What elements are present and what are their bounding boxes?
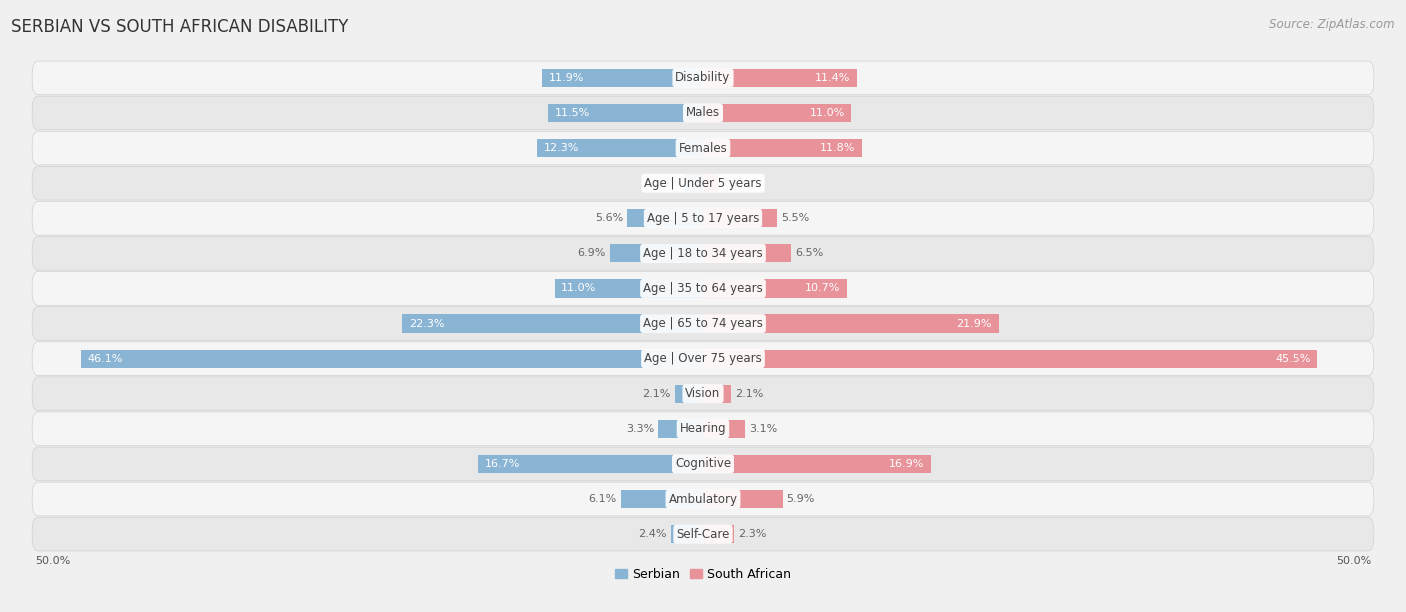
Text: Age | 35 to 64 years: Age | 35 to 64 years bbox=[643, 282, 763, 295]
Legend: Serbian, South African: Serbian, South African bbox=[610, 563, 796, 586]
Text: 50.0%: 50.0% bbox=[1336, 556, 1371, 566]
Bar bbox=[671, 525, 703, 543]
Bar bbox=[703, 455, 931, 473]
Bar bbox=[686, 174, 703, 192]
Text: 22.3%: 22.3% bbox=[409, 319, 444, 329]
Text: Age | 65 to 74 years: Age | 65 to 74 years bbox=[643, 317, 763, 330]
FancyBboxPatch shape bbox=[32, 377, 1374, 411]
FancyBboxPatch shape bbox=[32, 307, 1374, 340]
Text: 5.5%: 5.5% bbox=[782, 213, 810, 223]
Text: Source: ZipAtlas.com: Source: ZipAtlas.com bbox=[1270, 18, 1395, 31]
Bar bbox=[402, 315, 703, 333]
Text: Males: Males bbox=[686, 106, 720, 119]
Bar bbox=[703, 420, 745, 438]
Text: 21.9%: 21.9% bbox=[956, 319, 991, 329]
FancyBboxPatch shape bbox=[32, 96, 1374, 130]
Text: 5.9%: 5.9% bbox=[787, 494, 815, 504]
Text: 16.7%: 16.7% bbox=[484, 459, 520, 469]
Text: Disability: Disability bbox=[675, 72, 731, 84]
Text: 11.0%: 11.0% bbox=[561, 283, 596, 293]
Bar bbox=[543, 69, 703, 87]
Bar bbox=[703, 244, 790, 263]
Bar bbox=[620, 490, 703, 508]
Text: 2.3%: 2.3% bbox=[738, 529, 766, 539]
Bar bbox=[537, 139, 703, 157]
Text: 16.9%: 16.9% bbox=[889, 459, 924, 469]
Bar bbox=[610, 244, 703, 263]
FancyBboxPatch shape bbox=[32, 61, 1374, 95]
Bar bbox=[703, 490, 783, 508]
Text: 11.8%: 11.8% bbox=[820, 143, 855, 153]
Text: Ambulatory: Ambulatory bbox=[668, 493, 738, 506]
Text: 3.1%: 3.1% bbox=[749, 424, 778, 434]
Bar bbox=[703, 384, 731, 403]
FancyBboxPatch shape bbox=[32, 201, 1374, 235]
FancyBboxPatch shape bbox=[32, 447, 1374, 481]
Text: Females: Females bbox=[679, 141, 727, 155]
Bar bbox=[703, 104, 852, 122]
FancyBboxPatch shape bbox=[32, 166, 1374, 200]
Bar bbox=[703, 174, 718, 192]
Text: 11.4%: 11.4% bbox=[814, 73, 851, 83]
Bar bbox=[80, 349, 703, 368]
Text: 1.3%: 1.3% bbox=[654, 178, 682, 188]
Bar bbox=[703, 315, 998, 333]
Text: SERBIAN VS SOUTH AFRICAN DISABILITY: SERBIAN VS SOUTH AFRICAN DISABILITY bbox=[11, 18, 349, 36]
Text: Age | 18 to 34 years: Age | 18 to 34 years bbox=[643, 247, 763, 260]
Text: Age | Under 5 years: Age | Under 5 years bbox=[644, 177, 762, 190]
FancyBboxPatch shape bbox=[32, 412, 1374, 446]
Text: Cognitive: Cognitive bbox=[675, 457, 731, 471]
Bar bbox=[478, 455, 703, 473]
Text: Age | 5 to 17 years: Age | 5 to 17 years bbox=[647, 212, 759, 225]
Text: 6.9%: 6.9% bbox=[578, 248, 606, 258]
Text: 11.5%: 11.5% bbox=[554, 108, 589, 118]
FancyBboxPatch shape bbox=[32, 131, 1374, 165]
Bar bbox=[703, 69, 856, 87]
Text: 2.4%: 2.4% bbox=[638, 529, 666, 539]
Bar bbox=[675, 384, 703, 403]
Text: 2.1%: 2.1% bbox=[643, 389, 671, 399]
Text: Hearing: Hearing bbox=[679, 422, 727, 435]
Bar bbox=[548, 104, 703, 122]
Text: 2.1%: 2.1% bbox=[735, 389, 763, 399]
Text: 50.0%: 50.0% bbox=[35, 556, 70, 566]
FancyBboxPatch shape bbox=[32, 517, 1374, 551]
Text: 6.5%: 6.5% bbox=[794, 248, 823, 258]
Bar bbox=[627, 209, 703, 228]
Text: 11.9%: 11.9% bbox=[550, 73, 585, 83]
Bar bbox=[703, 209, 778, 228]
Text: Age | Over 75 years: Age | Over 75 years bbox=[644, 352, 762, 365]
FancyBboxPatch shape bbox=[32, 236, 1374, 271]
Text: Vision: Vision bbox=[685, 387, 721, 400]
Bar bbox=[554, 279, 703, 297]
Text: 11.0%: 11.0% bbox=[810, 108, 845, 118]
FancyBboxPatch shape bbox=[32, 482, 1374, 516]
Bar bbox=[658, 420, 703, 438]
FancyBboxPatch shape bbox=[32, 272, 1374, 305]
FancyBboxPatch shape bbox=[32, 341, 1374, 376]
Bar bbox=[703, 279, 848, 297]
Text: 12.3%: 12.3% bbox=[544, 143, 579, 153]
Text: 5.6%: 5.6% bbox=[595, 213, 623, 223]
Text: Self-Care: Self-Care bbox=[676, 528, 730, 540]
Text: 10.7%: 10.7% bbox=[806, 283, 841, 293]
Text: 6.1%: 6.1% bbox=[588, 494, 617, 504]
Text: 45.5%: 45.5% bbox=[1275, 354, 1310, 364]
Bar bbox=[703, 525, 734, 543]
Text: 3.3%: 3.3% bbox=[626, 424, 654, 434]
Bar bbox=[703, 349, 1317, 368]
Text: 46.1%: 46.1% bbox=[87, 354, 122, 364]
Bar bbox=[703, 139, 862, 157]
Text: 1.1%: 1.1% bbox=[721, 178, 751, 188]
